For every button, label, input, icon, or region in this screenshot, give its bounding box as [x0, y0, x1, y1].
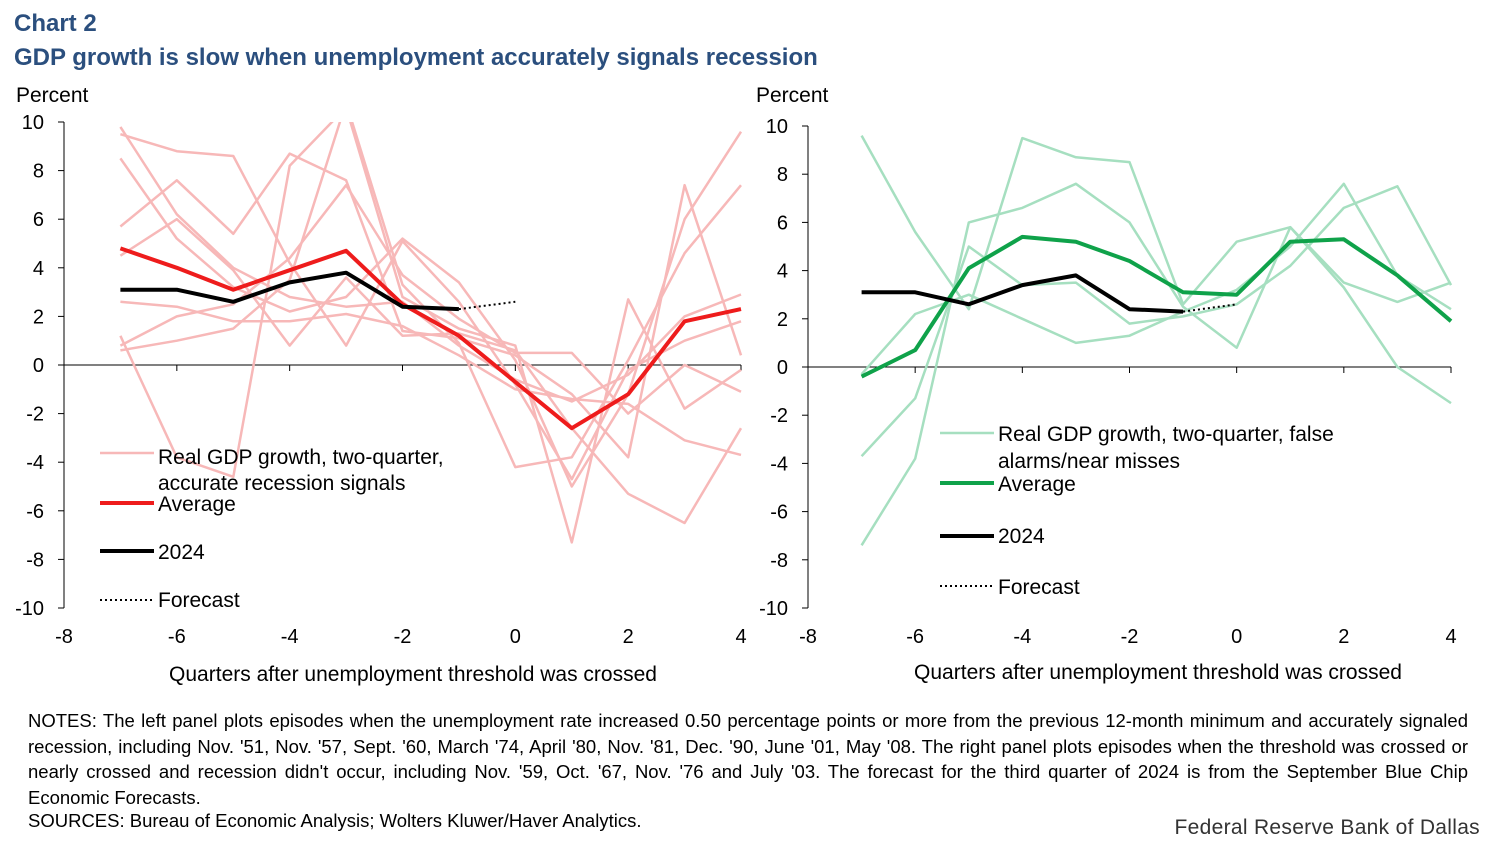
left-y-tick-label: -8 [26, 549, 44, 571]
right-legend-label-episodes: Real GDP growth, two-quarter, false [998, 423, 1334, 446]
left-y-tick-label: -10 [15, 598, 44, 620]
left-legend-label-episodes: Real GDP growth, two-quarter, [158, 446, 444, 469]
left-episode-line [120, 300, 742, 457]
right-x-tick-label: -2 [1121, 626, 1139, 648]
left-y-tick-label: 6 [33, 209, 44, 231]
left-average-line [119, 246, 742, 431]
left-y-tick-label: 8 [33, 161, 44, 183]
right-x-tick-label: 0 [1231, 626, 1242, 648]
left-legend-label-average: Average [158, 493, 236, 516]
left-y-tick-label: 10 [22, 112, 44, 134]
right-y-axis-label: Percent [756, 84, 829, 107]
charts-canvas: Percent 10 8 6 4 2 0 -2 -4 -6 -8 -10 -8 -6 -4 -2 0 2 4 Quar… [15, 84, 1456, 686]
right-y-tick-label: -8 [770, 550, 788, 572]
right-legend-label-episodes: alarms/near misses [998, 450, 1180, 473]
right-legend-label-forecast: Forecast [998, 576, 1080, 599]
left-episode-line [120, 122, 742, 469]
left-forecast-line [458, 300, 516, 311]
right-y-tick-label: 10 [766, 116, 788, 138]
right-y-tick-label: 4 [777, 261, 788, 283]
right-average-line [860, 234, 1453, 379]
left-legend-label-forecast: Forecast [158, 589, 240, 612]
left-x-tick-label: 2 [623, 626, 634, 648]
right-y-tick-label: 6 [777, 212, 788, 234]
right-x-tick-label: 4 [1445, 626, 1456, 648]
right-x-tick-label: 2 [1338, 626, 1349, 648]
right-episode-line [860, 134, 1452, 405]
left-2024-line [120, 270, 459, 312]
left-episode-line [119, 217, 743, 525]
left-x-tick-label: -4 [281, 626, 299, 648]
left-legend-label-y2024: 2024 [158, 541, 205, 564]
left-y-tick-label: -6 [26, 501, 44, 523]
right-x-axis-label: Quarters after unemployment threshold wa… [914, 661, 1402, 684]
left-episode-line [119, 183, 742, 415]
left-y-axis-label: Percent [16, 84, 89, 107]
publisher-credit: Federal Reserve Bank of Dallas [1174, 816, 1480, 839]
right-x-tick-label: -8 [799, 626, 817, 648]
right-legend-label-y2024: 2024 [998, 525, 1045, 548]
right-legend-label-average: Average [998, 473, 1076, 496]
left-x-tick-label: -2 [394, 626, 412, 648]
right-forecast-line [1182, 303, 1237, 313]
left-episode-line [119, 122, 742, 544]
sources-text: SOURCES: Bureau of Economic Analysis; Wo… [28, 810, 642, 831]
right-2024-line [861, 273, 1184, 314]
left-episode-line [119, 152, 743, 459]
left-x-tick-label: -6 [168, 626, 186, 648]
right-y-tick-label: 2 [777, 309, 788, 331]
left-y-tick-label: 4 [33, 258, 44, 280]
right-episode-line [860, 182, 1452, 546]
right-x-tick-label: -4 [1013, 626, 1031, 648]
right-y-tick-label: -10 [759, 598, 788, 620]
left-x-tick-label: 0 [510, 626, 521, 648]
right-x-tick-label: -6 [906, 626, 924, 648]
left-y-tick-label: -4 [26, 452, 44, 474]
right-y-tick-label: -6 [770, 502, 788, 524]
left-x-axis-label: Quarters after unemployment threshold wa… [169, 663, 657, 686]
chart-number: Chart 2 [14, 10, 97, 37]
right-y-tick-label: -2 [770, 405, 788, 427]
right-y-tick-label: 0 [777, 357, 788, 379]
right-y-tick-label: 8 [777, 164, 788, 186]
right-episode-line [860, 182, 1452, 376]
notes-text: NOTES: The left panel plots episodes whe… [28, 710, 1468, 808]
left-y-tick-label: 0 [33, 355, 44, 377]
left-x-tick-label: -8 [55, 626, 73, 648]
left-y-tick-label: 2 [33, 306, 44, 328]
left-episode-line [120, 133, 742, 481]
right-y-tick-label: -4 [770, 453, 788, 475]
chart-title: GDP growth is slow when unemployment acc… [14, 44, 818, 71]
left-x-tick-label: 4 [735, 626, 746, 648]
left-legend-label-episodes: accurate recession signals [158, 472, 405, 495]
left-y-tick-label: -2 [26, 404, 44, 426]
right-episode-line [860, 185, 1453, 458]
